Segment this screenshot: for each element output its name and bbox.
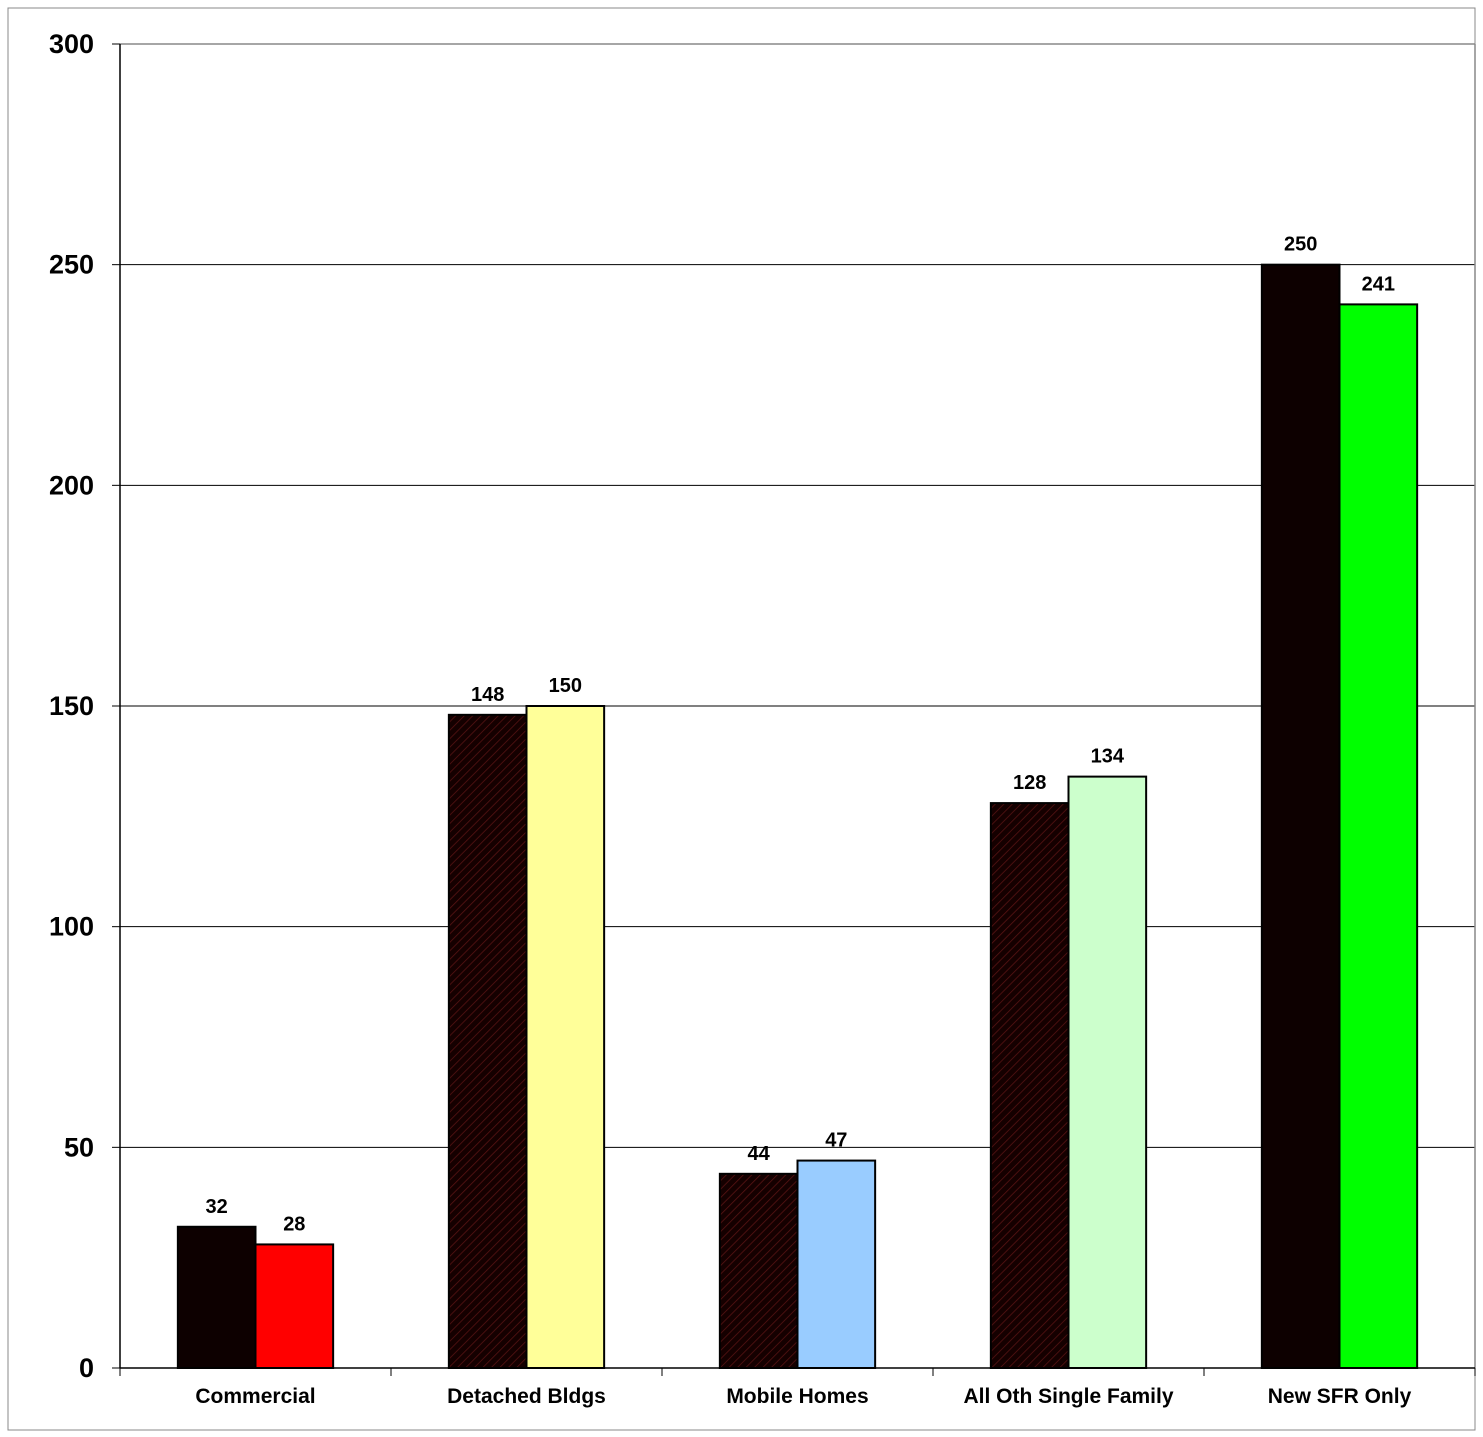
bar-series2-2 (796, 1159, 877, 1370)
bar-series1-2 (718, 1172, 799, 1370)
data-label: 44 (748, 1143, 771, 1165)
bar-series2-1 (525, 705, 606, 1369)
bar-series2-3 (1067, 775, 1148, 1369)
data-label: 150 (549, 675, 582, 697)
y-tick-label: 0 (79, 1353, 94, 1383)
data-label: 28 (283, 1213, 305, 1235)
y-tick-label: 200 (49, 470, 94, 500)
x-category-label: All Oth Single Family (963, 1385, 1173, 1408)
y-tick-label: 50 (64, 1132, 94, 1162)
data-label: 47 (825, 1130, 847, 1152)
y-tick-label: 150 (49, 691, 94, 721)
axes (112, 43, 1476, 1376)
bar-series1-4 (1260, 263, 1341, 1370)
data-label: 148 (471, 684, 504, 706)
data-label: 134 (1091, 746, 1125, 768)
y-tick-label: 100 (49, 912, 94, 942)
bar-series2-4 (1338, 303, 1419, 1369)
labels: 0 50 100 150 200 250 300 32 28 Commercial 148 150 De… (49, 29, 1412, 1408)
bar-series2-0 (254, 1243, 335, 1369)
bar-series1-1 (447, 713, 528, 1369)
bar-series1-0 (176, 1225, 257, 1369)
x-category-label: Detached Bldgs (447, 1385, 606, 1408)
x-category-label: Commercial (195, 1385, 315, 1408)
bars (176, 263, 1419, 1370)
data-label: 128 (1013, 772, 1046, 794)
data-label: 241 (1362, 273, 1395, 295)
x-category-label: New SFR Only (1268, 1385, 1412, 1408)
y-tick-label: 300 (49, 29, 94, 59)
y-tick-label: 250 (49, 250, 94, 280)
data-label: 250 (1284, 234, 1317, 256)
x-category-label: Mobile Homes (726, 1385, 868, 1408)
data-label: 32 (206, 1196, 228, 1218)
bar-series1-3 (989, 802, 1070, 1369)
